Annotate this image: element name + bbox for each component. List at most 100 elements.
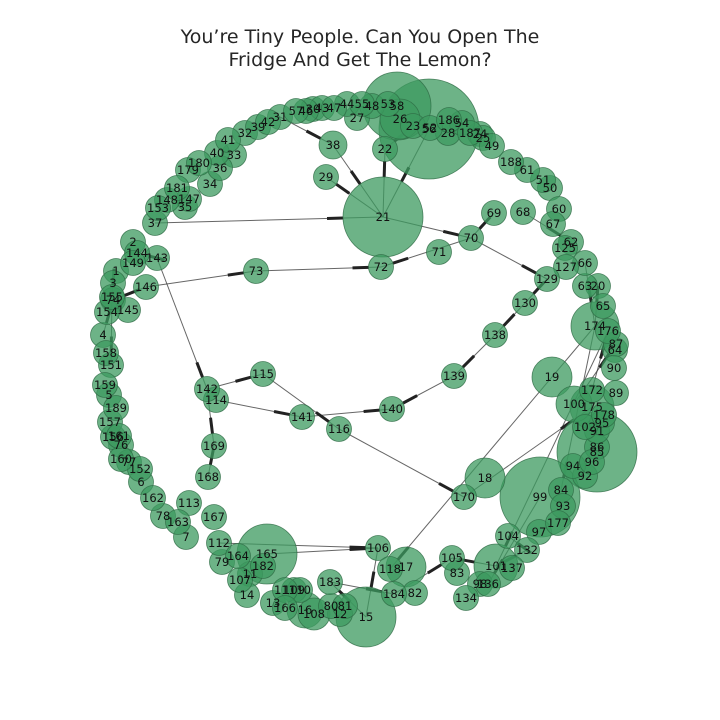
node-90: [601, 355, 627, 381]
node-circle-162: [140, 485, 166, 511]
node-67: [540, 211, 566, 237]
node-label-83: 83: [450, 566, 465, 580]
arrowhead-184-105: [426, 563, 443, 575]
node-label-24: 24: [473, 127, 488, 141]
node-label-5: 5: [105, 388, 112, 402]
node-label-169: 169: [203, 439, 225, 453]
node-162: [140, 485, 166, 511]
node-169: [201, 433, 227, 459]
node-circle-67: [540, 211, 566, 237]
node-label-1: 1: [112, 264, 119, 278]
node-label-166: 166: [274, 601, 296, 615]
node-label-37: 37: [148, 216, 163, 230]
node-circle-186: [436, 107, 462, 133]
node-circle-22: [372, 136, 398, 162]
node-label-143: 143: [146, 251, 168, 265]
node-70: [458, 225, 484, 251]
node-label-155: 155: [101, 290, 123, 304]
node-label-27: 27: [350, 111, 365, 125]
node-label-18: 18: [478, 471, 493, 485]
node-circle-65: [590, 293, 616, 319]
node-172: [579, 377, 605, 403]
arrowhead-21-70: [442, 229, 460, 237]
node-label-129: 129: [536, 272, 558, 286]
arrowhead-138-139: [461, 354, 476, 369]
node-circle-158: [93, 340, 119, 366]
node-circle-53: [375, 91, 401, 117]
node-label-61: 61: [520, 163, 535, 177]
node-label-69: 69: [487, 206, 502, 220]
node-circle-181: [164, 175, 190, 201]
node-176: [595, 318, 621, 344]
node-label-70: 70: [464, 231, 479, 245]
node-circle-129: [534, 266, 560, 292]
node-circle-139: [441, 363, 467, 389]
node-label-81: 81: [338, 599, 353, 613]
node-label-127: 127: [555, 260, 577, 274]
node-circle-188: [498, 149, 524, 175]
node-29: [313, 164, 339, 190]
node-label-116: 116: [328, 422, 350, 436]
node-146: [133, 274, 159, 300]
node-label-30: 30: [306, 102, 321, 116]
node-label-53: 53: [381, 97, 396, 111]
node-label-99: 99: [533, 490, 548, 504]
node-label-174: 174: [584, 319, 606, 333]
node-circle-102: [572, 414, 598, 440]
node-label-64: 64: [608, 343, 623, 357]
node-label-165: 165: [256, 547, 278, 561]
node-circle-167: [201, 504, 227, 530]
arrowhead-142-169: [209, 417, 214, 434]
arrowhead-31-38: [305, 129, 322, 140]
node-106: [365, 535, 391, 561]
node-label-180: 180: [188, 156, 210, 170]
node-180: [186, 150, 212, 176]
node-134: [453, 585, 479, 611]
node-label-153: 153: [147, 201, 169, 215]
node-label-31: 31: [273, 110, 288, 124]
node-label-21: 21: [376, 210, 391, 224]
node-label-181: 181: [166, 181, 188, 195]
node-184: [381, 581, 407, 607]
node-label-130: 130: [514, 296, 536, 310]
node-183: [317, 569, 343, 595]
node-49: [479, 133, 505, 159]
node-label-154: 154: [96, 305, 118, 319]
node-132: [514, 537, 540, 563]
node-label-140: 140: [381, 402, 403, 416]
node-label-54: 54: [455, 116, 470, 130]
node-label-183: 183: [319, 575, 341, 589]
node-label-187: 187: [459, 126, 481, 140]
node-159: [92, 372, 118, 398]
node-circle-141: [289, 404, 315, 430]
node-label-2: 2: [129, 235, 136, 249]
node-57: [283, 98, 309, 124]
node-label-67: 67: [546, 217, 561, 231]
node-102: [572, 414, 598, 440]
node-circle-155: [99, 284, 125, 310]
node-circle-138: [482, 322, 508, 348]
node-label-136: 136: [477, 577, 499, 591]
node-label-72: 72: [374, 260, 389, 274]
node-circle-81: [332, 593, 358, 619]
node-label-159: 159: [94, 378, 116, 392]
node-18: [464, 457, 506, 499]
node-label-93: 93: [556, 499, 571, 513]
arrowhead-116-170: [438, 482, 454, 493]
node-142: [194, 376, 220, 402]
node-label-52: 52: [423, 121, 438, 135]
node-circle-18: [464, 457, 506, 499]
node-label-44: 44: [340, 97, 355, 111]
node-189: [103, 395, 129, 421]
node-circle-142: [194, 376, 220, 402]
node-label-172: 172: [581, 383, 603, 397]
node-circle-73: [243, 258, 269, 284]
node-label-125: 125: [554, 241, 576, 255]
node-label-113: 113: [178, 496, 200, 510]
node-69: [481, 200, 507, 226]
node-label-178: 178: [593, 408, 615, 422]
node-label-25: 25: [476, 131, 491, 145]
node-label-66: 66: [578, 256, 593, 270]
node-label-91: 91: [590, 424, 605, 438]
node-label-104: 104: [497, 529, 519, 543]
